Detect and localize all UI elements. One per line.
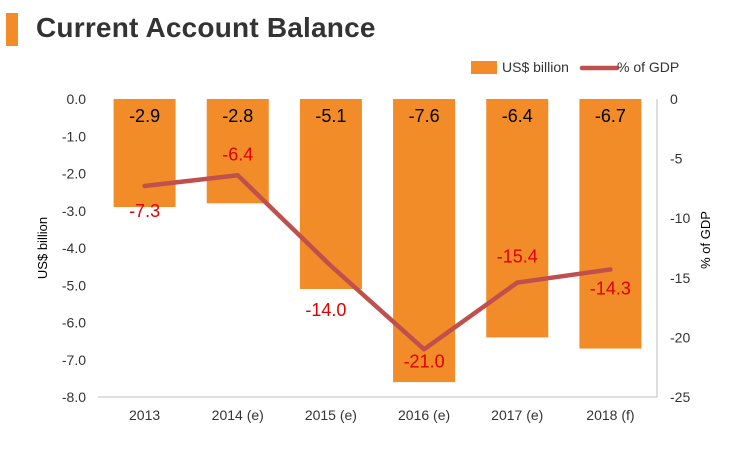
x-tick-label: 2013 [129,407,160,423]
y-tick-label: -8.0 [62,389,86,405]
y-tick-label: -5.0 [62,277,86,293]
y-tick-label: -6.0 [62,315,86,331]
line-data-label: -21.0 [404,351,445,371]
bar-data-label: -2.9 [129,106,160,126]
y2-tick-label: -25 [670,389,690,405]
bar [113,99,176,208]
bar [206,99,269,204]
bar-data-label: -7.6 [409,106,440,126]
bar [486,99,549,338]
line-data-label: -14.0 [305,300,346,320]
bar [393,99,456,383]
line-data-label: -6.4 [222,144,253,164]
page-title: Current Account Balance [36,12,376,43]
y2-axis-title: % of GDP [698,211,713,269]
title-accent-bar [6,13,18,46]
bar-data-label: -5.1 [315,106,346,126]
bar [299,99,362,289]
y-tick-label: -1.0 [62,128,86,144]
line-data-label: -7.3 [129,201,160,221]
y-tick-label: -2.0 [62,166,86,182]
bar-data-label: -6.7 [595,106,626,126]
y2-tick-label: -20 [670,329,690,345]
y2-tick-label: -15 [670,270,690,286]
gdp-line [142,173,613,352]
x-tick-label: 2017 (e) [491,407,543,423]
bar [579,99,642,349]
y-tick-label: -3.0 [62,203,86,219]
x-tick-label: 2016 (e) [398,407,450,423]
line-data-label: -15.4 [497,247,538,267]
line-data-label: -14.3 [590,278,631,298]
y2-tick-label: -5 [670,151,683,167]
bar-data-label: -6.4 [502,106,533,126]
y-tick-label: -4.0 [62,240,86,256]
legend-bar-label: US$ billion [502,59,569,75]
y-tick-label: -7.0 [62,352,86,368]
y-axis-title: US$ billion [35,217,50,279]
x-tick-label: 2018 (f) [586,407,634,423]
y-tick-label: 0.0 [67,91,87,107]
bar-data-label: -2.8 [222,106,253,126]
x-tick-label: 2014 (e) [212,407,264,423]
y2-tick-label: 0 [670,91,678,107]
legend-bar-swatch [471,61,497,74]
x-tick-label: 2015 (e) [305,407,357,423]
y2-tick-label: -10 [670,210,690,226]
legend-line-label: % of GDP [617,59,679,75]
